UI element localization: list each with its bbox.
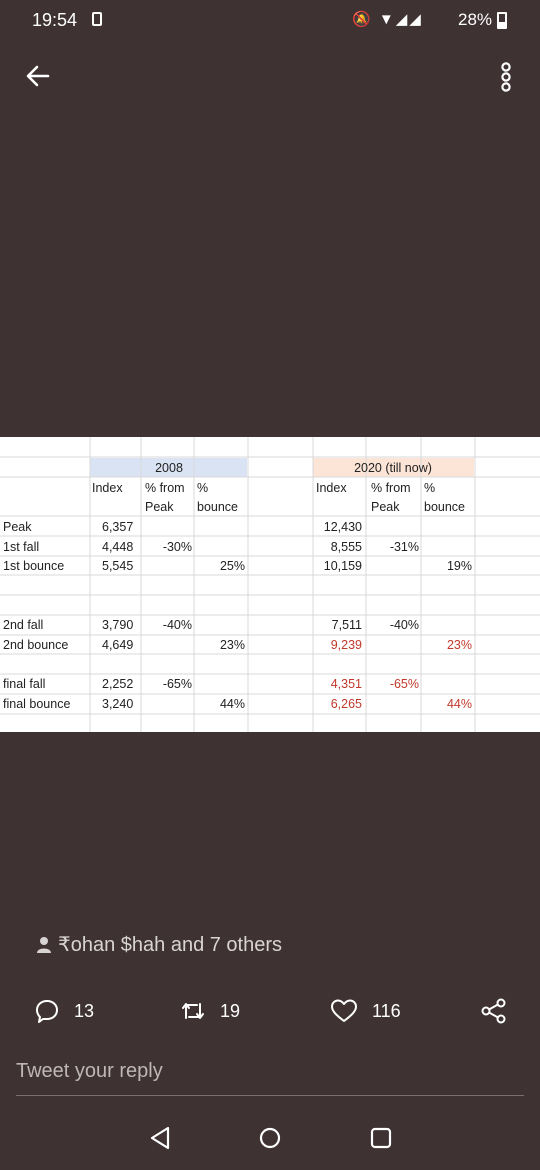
col-index-2008: Index [92, 481, 123, 495]
row-label: final bounce [3, 697, 70, 711]
liked-by[interactable]: ₹ohan $hah and 7 others [36, 932, 282, 957]
nav-recents-icon[interactable] [369, 1124, 393, 1157]
col-from-2008: % from [145, 481, 185, 495]
col-pct-2020: % [424, 481, 435, 495]
battery-percent: 28% [458, 10, 493, 29]
col-from-2020: % from [371, 481, 411, 495]
like-button[interactable]: 116 [330, 996, 401, 1026]
row-label: 1st fall [3, 540, 39, 554]
col-bounce-2020: bounce [424, 500, 465, 514]
signal-icons: 🔕 ▼◢◢ [352, 11, 423, 28]
cell-index-2008: 5,545 [102, 559, 133, 573]
cell-from-2008: -30% [163, 540, 192, 554]
col-index-2020: Index [316, 481, 347, 495]
reply-input[interactable]: Tweet your reply [16, 1060, 163, 1082]
reply-count: 13 [74, 1000, 95, 1021]
nav-back-icon[interactable] [148, 1124, 172, 1157]
cell-bounce-2008: 44% [220, 697, 245, 711]
share-icon [481, 998, 506, 1024]
retweet-icon [182, 1003, 204, 1019]
col-bounce-2008: bounce [197, 500, 238, 514]
cell-index-2008: 4,448 [102, 540, 133, 554]
cell-bounce-2020: 19% [447, 559, 472, 573]
cell-from-2008: -40% [163, 618, 192, 632]
like-count: 116 [372, 1000, 401, 1021]
cell-index-2008: 2,252 [102, 677, 133, 691]
liked-by-text: ₹ohan $hah and 7 others [58, 934, 283, 956]
back-arrow-icon[interactable] [22, 60, 54, 92]
person-icon [37, 936, 51, 953]
cell-index-2008: 3,240 [102, 697, 133, 711]
cell-bounce-2008: 23% [220, 638, 245, 652]
nav-home-icon[interactable] [258, 1124, 282, 1157]
cell-from-2020: -65% [390, 677, 419, 691]
row-label: 2nd bounce [3, 638, 68, 652]
share-button[interactable] [480, 996, 522, 1026]
cell-index-2020: 12,430 [324, 520, 362, 534]
cell-index-2020: 7,511 [332, 618, 362, 632]
row-label: 2nd fall [3, 618, 43, 632]
col-pct-2008: % [197, 481, 208, 495]
reply-underline [16, 1095, 524, 1096]
cell-bounce-2008: 25% [220, 559, 245, 573]
col-peak-2008: Peak [145, 500, 174, 514]
spreadsheet-image[interactable]: 2008 2020 (till now) Index % from % Peak… [0, 437, 540, 732]
more-vertical-icon[interactable] [496, 60, 516, 94]
cell-bounce-2020: 23% [447, 638, 472, 652]
cell-index-2008: 4,649 [102, 638, 133, 652]
cell-bounce-2020: 44% [447, 697, 472, 711]
col-peak-2020: Peak [371, 500, 400, 514]
cell-from-2020: -40% [390, 618, 419, 632]
sim-icon [92, 12, 102, 26]
cell-from-2020: -31% [390, 540, 419, 554]
header-2020: 2020 (till now) [354, 461, 432, 475]
retweet-count: 19 [220, 1000, 241, 1021]
cell-index-2008: 6,357 [102, 520, 133, 534]
row-label: Peak [3, 520, 32, 534]
reply-button[interactable]: 13 [34, 996, 94, 1026]
tweet-actions: 13 19 116 [0, 996, 540, 1026]
cell-index-2020: 10,159 [324, 559, 362, 573]
cell-index-2020: 8,555 [331, 540, 362, 554]
cell-index-2020: 9,239 [331, 638, 362, 652]
status-bar: 19:54 🔕 ▼◢◢ 28% [0, 0, 540, 40]
reply-icon [36, 1000, 58, 1023]
cell-from-2008: -65% [163, 677, 192, 691]
cell-index-2020: 6,265 [331, 697, 362, 711]
header-2008: 2008 [155, 461, 183, 475]
retweet-button[interactable]: 19 [180, 996, 240, 1026]
battery-icon [497, 12, 507, 29]
row-label: 1st bounce [3, 559, 64, 573]
cell-index-2020: 4,351 [331, 677, 362, 691]
system-nav-bar [0, 1124, 540, 1154]
status-time: 19:54 [32, 10, 78, 30]
cell-index-2008: 3,790 [102, 618, 133, 632]
heart-icon [331, 999, 357, 1022]
row-label: final fall [3, 677, 45, 691]
